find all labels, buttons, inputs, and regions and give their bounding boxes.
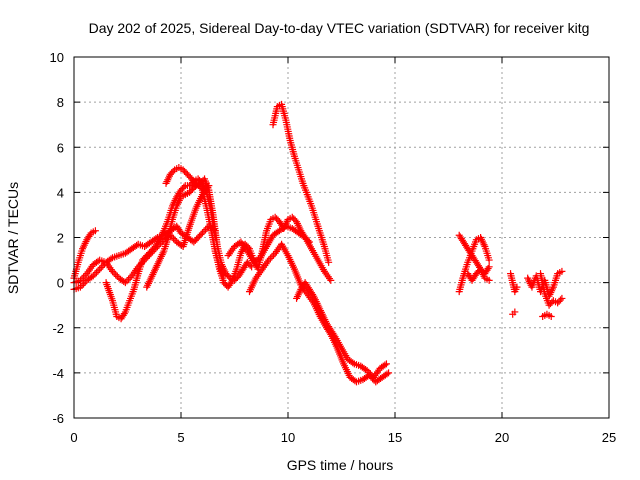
data-point — [265, 256, 273, 264]
data-point — [76, 276, 84, 284]
data-point — [96, 265, 104, 273]
y-tick-label: -4 — [52, 366, 64, 381]
data-point — [202, 226, 210, 234]
data-point — [109, 267, 117, 275]
data-point — [198, 229, 206, 237]
data-point — [120, 310, 128, 318]
data-point — [78, 275, 86, 283]
y-tick-label: -2 — [52, 321, 64, 336]
data-point — [485, 256, 493, 264]
x-tick-label: 5 — [177, 430, 184, 445]
data-point — [381, 361, 389, 369]
x-axis-title: GPS time / hours — [287, 457, 394, 473]
data-point — [78, 281, 86, 289]
data-point — [97, 263, 105, 271]
data-point — [363, 367, 371, 375]
chart-title: Day 202 of 2025, Sidereal Day-to-day VTE… — [89, 20, 590, 36]
data-point — [382, 360, 390, 368]
data-point — [170, 235, 178, 243]
y-tick-label: 8 — [57, 95, 64, 110]
data-point — [365, 368, 373, 376]
data-point — [385, 369, 393, 377]
x-tick-label: 20 — [495, 430, 509, 445]
axis-tick-labels: 0 5 10 15 20 25 -6 -4 -2 0 2 4 6 8 10 — [50, 50, 617, 445]
plot-frame — [73, 56, 610, 419]
data-point — [107, 255, 115, 263]
data-point — [325, 258, 333, 266]
data-point — [558, 267, 566, 275]
data-point — [197, 184, 205, 192]
data-point — [112, 271, 120, 279]
data-point — [197, 230, 205, 238]
x-tick-label: 10 — [281, 430, 295, 445]
data-point — [225, 273, 233, 281]
data-point — [76, 283, 84, 291]
data-point — [513, 283, 521, 291]
data-point — [92, 268, 100, 276]
data-point — [125, 275, 133, 283]
data-point — [91, 227, 99, 235]
x-tick-label: 15 — [388, 430, 402, 445]
y-axis-title: SDTVAR / TECUs — [5, 182, 21, 294]
data-point — [558, 294, 566, 302]
data-point — [89, 272, 97, 280]
y-tick-label: -6 — [52, 411, 64, 426]
data-point — [110, 269, 118, 277]
data-point — [94, 267, 102, 275]
data-point — [200, 227, 208, 235]
data-point — [327, 276, 335, 284]
data-point — [227, 278, 235, 286]
data-point — [91, 270, 99, 278]
data-point — [484, 265, 492, 273]
data-point — [268, 253, 276, 261]
data-point — [180, 183, 188, 191]
data-point — [123, 277, 131, 285]
data-point — [330, 331, 338, 339]
data-point — [349, 359, 357, 367]
data-point — [485, 263, 493, 271]
chart-grid — [74, 57, 609, 418]
data-point — [169, 167, 177, 175]
data-point — [80, 273, 88, 281]
y-tick-label: 4 — [57, 185, 64, 200]
data-points — [70, 100, 566, 386]
x-tick-label: 25 — [602, 430, 616, 445]
data-point — [511, 308, 519, 316]
data-point — [266, 254, 274, 262]
data-point — [383, 370, 391, 378]
data-point — [246, 261, 254, 269]
x-tick-label: 0 — [70, 430, 77, 445]
data-point — [556, 296, 564, 304]
data-point — [547, 312, 555, 320]
y-tick-label: 10 — [50, 50, 64, 65]
y-tick-label: 0 — [57, 276, 64, 291]
y-tick-label: 6 — [57, 140, 64, 155]
data-point — [121, 279, 129, 287]
y-tick-label: 2 — [57, 231, 64, 246]
data-point — [80, 280, 88, 288]
data-point — [485, 276, 493, 284]
